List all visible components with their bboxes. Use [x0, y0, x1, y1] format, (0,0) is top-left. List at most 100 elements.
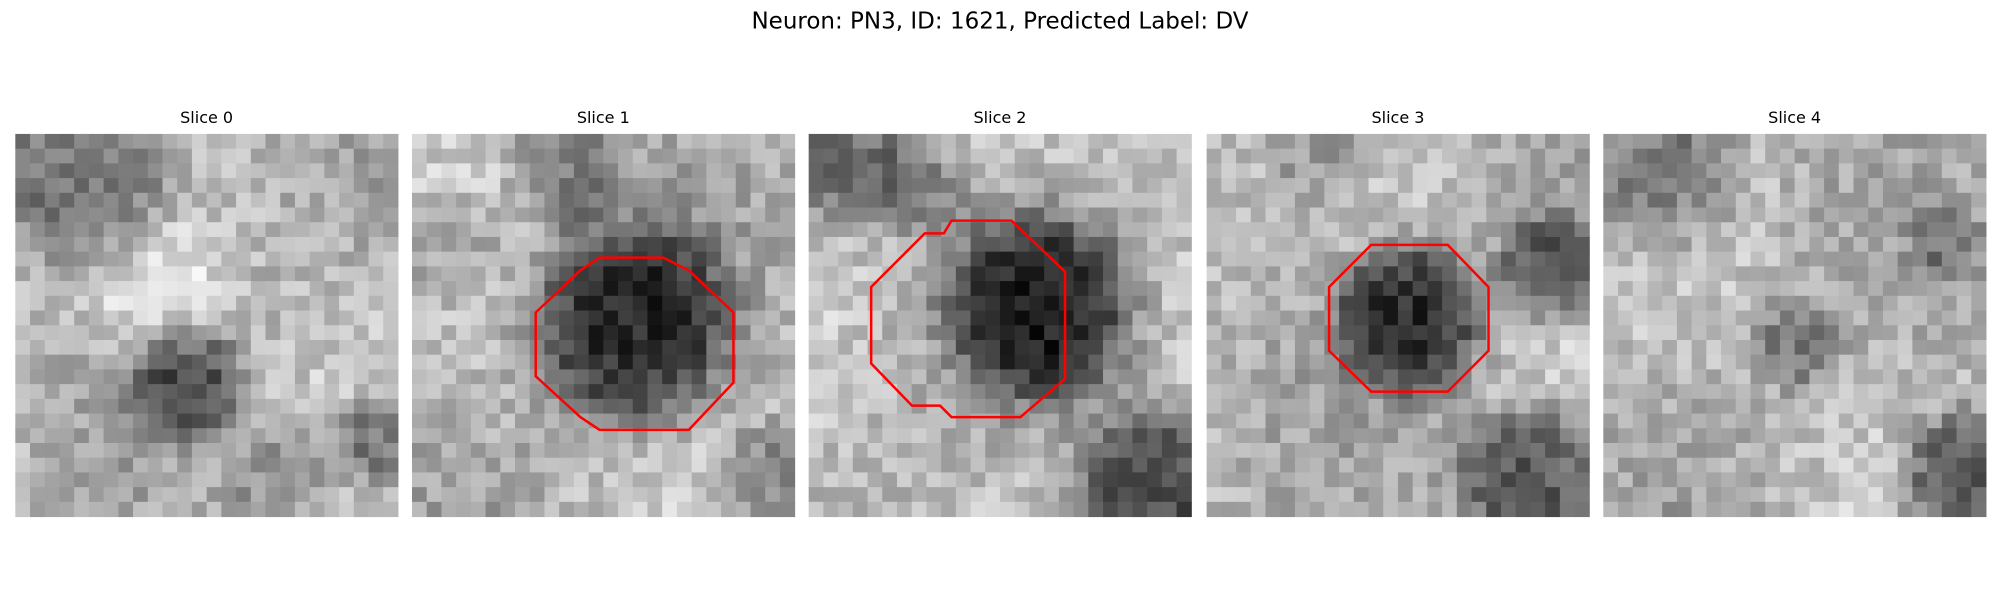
pixel: [59, 384, 75, 400]
pixel: [1765, 325, 1781, 341]
pixel: [1603, 266, 1619, 282]
pixel: [515, 413, 531, 429]
pixel: [280, 192, 296, 209]
pixel: [191, 148, 208, 164]
pixel: [411, 398, 428, 415]
pixel: [559, 487, 575, 503]
pixel: [1618, 428, 1634, 444]
pixel: [662, 178, 678, 194]
pixel: [1545, 442, 1561, 459]
pixel: [1618, 133, 1634, 150]
pixel: [485, 133, 501, 150]
pixel: [618, 133, 634, 150]
pixel: [265, 148, 281, 164]
pixel: [1868, 428, 1884, 444]
pixel: [1265, 236, 1281, 253]
pixel: [206, 192, 222, 209]
pixel: [353, 442, 370, 459]
pixel: [779, 281, 796, 297]
pixel: [544, 281, 560, 297]
pixel: [647, 310, 663, 326]
pixel: [750, 133, 766, 150]
pixel: [1545, 207, 1561, 223]
pixel: [1676, 369, 1693, 385]
pixel: [1280, 428, 1296, 444]
pixel: [1794, 325, 1810, 341]
pixel: [1471, 413, 1487, 429]
pixel: [867, 325, 883, 341]
pixel: [1339, 442, 1355, 459]
pixel: [706, 163, 722, 179]
pixel: [896, 501, 913, 518]
pixel: [911, 325, 927, 341]
pixel: [411, 192, 428, 209]
pixel: [1545, 295, 1561, 312]
pixel: [74, 369, 90, 385]
pixel: [750, 295, 766, 312]
pixel: [1779, 148, 1796, 164]
pixel: [1779, 339, 1796, 356]
pixel: [1117, 281, 1133, 297]
pixel: [618, 295, 634, 312]
pixel: [1559, 192, 1576, 209]
pixel: [618, 266, 634, 282]
pixel: [676, 501, 693, 518]
pixel: [1088, 487, 1104, 503]
pixel: [1897, 222, 1913, 238]
pixel: [250, 442, 267, 459]
pixel: [441, 501, 457, 518]
pixel: [676, 251, 693, 267]
pixel: [926, 295, 942, 312]
pixel: [1691, 281, 1707, 297]
pixel: [411, 207, 428, 223]
pixel: [515, 310, 531, 326]
pixel: [1868, 325, 1884, 341]
pixel: [1397, 192, 1414, 209]
pixel: [838, 369, 854, 385]
pixel: [765, 251, 781, 267]
pixel: [1794, 487, 1810, 503]
pixel: [1794, 413, 1810, 429]
pixel: [808, 325, 824, 341]
pixel: [1221, 310, 1237, 326]
pixel: [1221, 457, 1237, 473]
pixel: [1897, 501, 1913, 518]
pixel: [1956, 133, 1972, 150]
pixel: [1559, 295, 1576, 312]
pixel: [750, 222, 766, 238]
pixel: [1014, 442, 1030, 459]
pixel: [1486, 501, 1502, 518]
pixel: [368, 501, 384, 518]
pixel: [1676, 428, 1693, 444]
pixel: [588, 339, 604, 356]
pixel: [647, 163, 663, 179]
pixel: [88, 222, 105, 238]
pixel: [1545, 236, 1561, 253]
pixel: [383, 457, 399, 473]
pixel: [1676, 384, 1693, 400]
pixel: [1088, 369, 1104, 385]
pixel: [426, 442, 442, 459]
pixel: [1221, 148, 1237, 164]
pixel: [1250, 472, 1267, 488]
pixel: [470, 413, 487, 429]
pixel: [588, 133, 604, 150]
pixel: [573, 236, 590, 253]
pixel: [1750, 207, 1766, 223]
pixel: [1456, 487, 1473, 503]
pixel: [515, 236, 531, 253]
pixel: [1530, 413, 1546, 429]
pixel: [838, 487, 854, 503]
pixel: [1618, 236, 1634, 253]
pixel: [515, 163, 531, 179]
pixel: [1058, 384, 1075, 400]
pixel: [59, 295, 75, 312]
pixel: [1221, 222, 1237, 238]
pixel: [1838, 413, 1855, 429]
pixel: [1779, 192, 1796, 209]
pixel: [1853, 148, 1869, 164]
pixel: [1471, 281, 1487, 297]
pixel: [603, 442, 619, 459]
pixel: [118, 192, 134, 209]
pixel: [1897, 354, 1913, 370]
